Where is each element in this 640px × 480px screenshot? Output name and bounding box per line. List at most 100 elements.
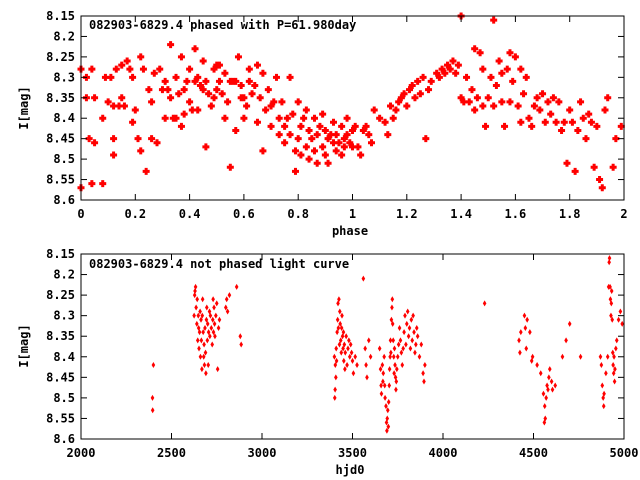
phased-data-point (329, 118, 337, 126)
phased-data-point (156, 65, 164, 73)
unphased-data-point (394, 378, 399, 385)
phased-data-point (245, 65, 253, 73)
unphased-data-point (342, 341, 347, 348)
unphased-data-point (379, 390, 384, 397)
unphased-data-point (197, 329, 202, 336)
unphased-data-point (611, 370, 616, 377)
phased-y-tick-label: 8.2 (53, 29, 75, 43)
phased-data-point (275, 114, 283, 122)
phased-data-point (324, 135, 332, 143)
phased-data-point (237, 82, 245, 90)
phased-x-tick-label: 1.4 (450, 207, 472, 221)
phased-x-tick-label: 0.8 (287, 207, 309, 221)
unphased-data-point (238, 333, 243, 340)
phased-data-point (571, 167, 579, 175)
unphased-data-point (214, 312, 218, 319)
unphased-data-point (333, 362, 338, 368)
unphased-data-point (207, 308, 212, 315)
unphased-data-point (333, 386, 337, 393)
phased-data-point (215, 61, 223, 69)
phased-data-point (134, 135, 142, 143)
phased-data-point (213, 86, 221, 94)
unphased-data-point (204, 304, 209, 311)
unphased-data-point (208, 333, 212, 340)
unphased-data-point (361, 275, 366, 282)
unphased-data-point (349, 349, 354, 356)
unphased-data-point (205, 337, 210, 344)
unphased-x-tick-label: 2000 (67, 446, 96, 460)
phased-y-tick-label: 8.4 (53, 111, 75, 125)
phased-data-point (520, 90, 528, 98)
phased-data-point (240, 114, 248, 122)
unphased-data-point (389, 316, 394, 323)
phased-data-point (343, 114, 351, 122)
unphased-data-point (403, 312, 407, 319)
phased-data-point (457, 94, 465, 102)
unphased-data-point (518, 349, 522, 356)
phased-x-tick-label: 0.4 (179, 207, 201, 221)
unphased-y-tick-label: 8.3 (53, 309, 75, 323)
phased-data-point (435, 73, 443, 81)
phased-data-point (256, 94, 264, 102)
unphased-data-point (212, 304, 216, 311)
unphased-data-point (404, 341, 408, 348)
phased-data-point (460, 98, 468, 106)
unphased-data-point (385, 427, 389, 434)
unphased-data-point (194, 304, 198, 311)
unphased-data-point (412, 329, 416, 336)
phased-chart: 8.15 8.2 8.25 8.3 8.35 8.4 8.45 8.5 8.55 8.6 0 0.2… (17, 9, 628, 238)
phased-data-point (172, 114, 180, 122)
unphased-data-point (338, 320, 342, 327)
unphased-data-point (335, 316, 340, 323)
phased-data-point (544, 98, 552, 106)
unphased-data-point (337, 341, 342, 348)
unphased-data-point (419, 341, 424, 348)
unphased-data-point (396, 341, 401, 348)
unphased-data-point (598, 353, 603, 360)
phased-x-tick-label: 1.6 (505, 207, 527, 221)
phased-data-point (234, 53, 242, 61)
phased-data-point (129, 118, 137, 126)
unphased-data-point (224, 296, 229, 303)
unphased-data-point (393, 362, 397, 368)
unphased-data-point (390, 320, 395, 327)
phased-x-tick-label: 0.2 (124, 207, 146, 221)
unphased-data-point (381, 370, 386, 377)
phased-data-point (180, 86, 188, 94)
phased-data-point (530, 102, 538, 110)
phased-data-point (395, 98, 403, 106)
unphased-data-point (610, 316, 615, 323)
phased-data-point (579, 114, 587, 122)
phased-data-point (340, 143, 348, 151)
phased-data-point (452, 69, 460, 77)
phased-data-point (547, 110, 555, 118)
phased-data-point (340, 135, 348, 143)
phased-data-point (490, 16, 498, 24)
unphased-data-point (193, 288, 197, 294)
unphased-data-point (214, 300, 219, 307)
phased-data-point (186, 65, 194, 73)
unphased-data-point (378, 366, 383, 373)
phased-data-point (302, 143, 310, 151)
phased-data-point (498, 69, 506, 77)
phased-data-point (316, 122, 324, 130)
unphased-plot-marks (150, 255, 624, 434)
phased-data-point (110, 102, 118, 110)
phased-data-point (482, 122, 490, 130)
phased-data-point (191, 45, 199, 53)
unphased-data-point (611, 362, 615, 368)
unphased-data-point (402, 329, 406, 336)
unphased-data-point (348, 341, 353, 348)
unphased-data-point (601, 403, 606, 410)
unphased-x-tick-label: 2500 (157, 446, 186, 460)
unphased-data-point (203, 349, 208, 356)
phased-y-tick-label: 8.6 (53, 193, 75, 207)
phased-data-point (310, 114, 318, 122)
unphased-data-point (339, 325, 344, 331)
phased-data-point (444, 61, 452, 69)
phased-data-point (281, 122, 289, 130)
unphased-data-point (392, 370, 396, 377)
phased-data-point (137, 147, 145, 155)
unphased-data-point (195, 337, 200, 344)
unphased-data-point (523, 325, 528, 331)
